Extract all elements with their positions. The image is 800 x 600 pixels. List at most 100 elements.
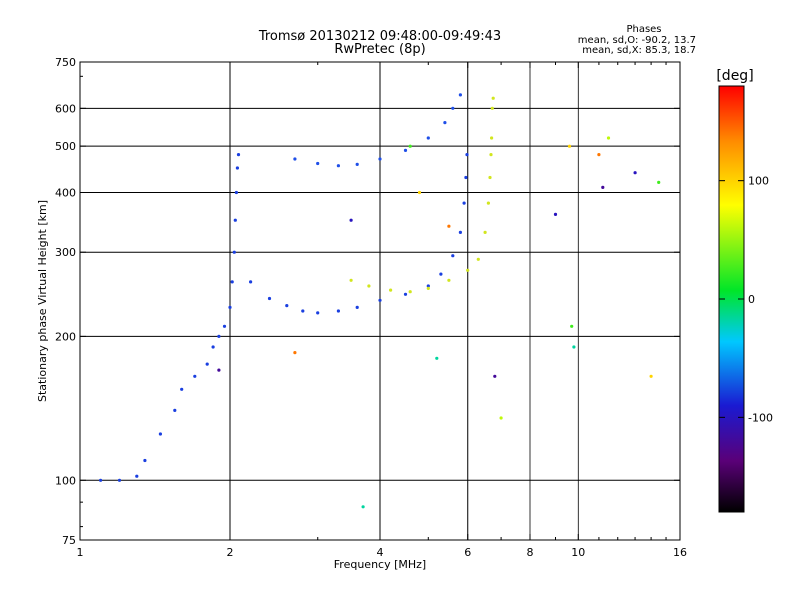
- data-point: [606, 136, 611, 140]
- data-point: [367, 284, 371, 288]
- x-axis-ticks: 1 2 4 6 8 10 16: [77, 62, 687, 559]
- data-point: [464, 175, 468, 180]
- data-point: [230, 280, 234, 284]
- colorbar-tick-label: 0: [748, 293, 755, 306]
- y-tick-label: 500: [55, 140, 76, 153]
- data-point: [158, 432, 162, 436]
- data-point: [465, 153, 469, 157]
- data-point: [222, 324, 227, 328]
- data-point: [483, 230, 487, 234]
- data-point: [233, 218, 237, 222]
- data-point: [490, 106, 494, 110]
- data-point: [336, 309, 340, 313]
- x-axis-label: Frequency [MHz]: [334, 558, 426, 571]
- data-point: [235, 166, 239, 170]
- data-point: [211, 345, 215, 349]
- chart-subtitle: RwPretec (8p): [334, 42, 425, 57]
- data-point: [293, 351, 297, 355]
- data-point: [570, 324, 574, 328]
- data-point: [249, 280, 253, 284]
- data-point: [355, 305, 359, 309]
- data-point: [491, 96, 495, 100]
- data-point: [426, 286, 430, 290]
- data-point: [336, 164, 340, 168]
- data-point: [443, 121, 447, 125]
- y-tick-label: 750: [55, 56, 76, 69]
- y-tick-label: 75: [62, 534, 76, 547]
- data-point: [180, 387, 184, 391]
- data-point: [234, 190, 238, 195]
- data-point: [205, 362, 209, 366]
- data-point: [236, 153, 241, 157]
- data-point: [462, 201, 466, 205]
- series-x-mode-trace: [349, 96, 495, 294]
- data-point: [493, 374, 497, 378]
- data-point: [486, 201, 490, 205]
- data-point: [316, 161, 320, 166]
- colorbar-tick-label: -100: [748, 411, 773, 424]
- data-point: [451, 254, 455, 258]
- data-point: [217, 334, 221, 338]
- data-point: [447, 224, 451, 228]
- y-tick-label: 400: [55, 186, 76, 199]
- data-point: [458, 93, 462, 97]
- colorbar-ticks: 100 0 -100: [719, 175, 773, 424]
- data-point: [597, 153, 601, 157]
- grid-lines: [80, 62, 680, 540]
- data-point: [135, 474, 139, 478]
- series-scattered-echoes: [217, 136, 661, 509]
- chart-title: Tromsø 20130212 09:48:00-09:49:43: [258, 29, 501, 44]
- data-point: [553, 212, 558, 216]
- colorbar-tick-label: 100: [748, 175, 769, 188]
- data-point: [426, 284, 430, 288]
- x-tick-label: 8: [527, 546, 534, 559]
- data-point: [408, 290, 412, 294]
- series-o-mode-f-trace: [99, 153, 469, 482]
- data-point: [293, 157, 297, 161]
- data-point: [361, 505, 365, 509]
- data-point: [173, 408, 177, 412]
- data-points: [99, 93, 661, 509]
- data-point: [228, 305, 232, 309]
- y-tick-label: 100: [55, 474, 76, 487]
- data-point: [488, 175, 492, 180]
- data-point: [447, 278, 451, 282]
- x-tick-label: 6: [464, 546, 471, 559]
- phase-stats-heading: Phases: [626, 24, 661, 35]
- data-point: [349, 278, 353, 282]
- x-tick-label: 1: [77, 546, 84, 559]
- data-point: [378, 298, 382, 302]
- phase-stats-o: mean, sd,O: -90.2, 13.7: [578, 35, 696, 46]
- data-point: [301, 309, 305, 313]
- data-point: [649, 374, 653, 378]
- data-point: [417, 190, 422, 195]
- series-o-mode-upper-trace: [293, 93, 462, 168]
- data-point: [349, 218, 353, 222]
- y-axis-label: Stationary phase Virtual Height [km]: [36, 200, 49, 402]
- data-point: [426, 136, 430, 140]
- data-point: [193, 374, 197, 378]
- data-point: [657, 180, 661, 184]
- data-point: [378, 157, 382, 161]
- data-point: [408, 144, 412, 148]
- data-point: [476, 257, 480, 261]
- data-point: [217, 368, 221, 372]
- data-point: [451, 106, 455, 110]
- x-tick-label: 4: [377, 546, 384, 559]
- data-point: [633, 171, 637, 175]
- y-tick-label: 600: [55, 102, 76, 115]
- data-point: [567, 144, 572, 148]
- data-point: [355, 162, 359, 166]
- data-point: [489, 153, 493, 157]
- data-point: [601, 185, 605, 189]
- data-point: [285, 304, 289, 308]
- data-point: [232, 250, 236, 254]
- y-tick-label: 200: [55, 330, 76, 343]
- data-point: [316, 311, 320, 315]
- x-tick-label: 2: [227, 546, 234, 559]
- data-point: [490, 136, 494, 140]
- data-point: [458, 230, 462, 234]
- data-point: [435, 356, 439, 360]
- data-point: [499, 416, 503, 420]
